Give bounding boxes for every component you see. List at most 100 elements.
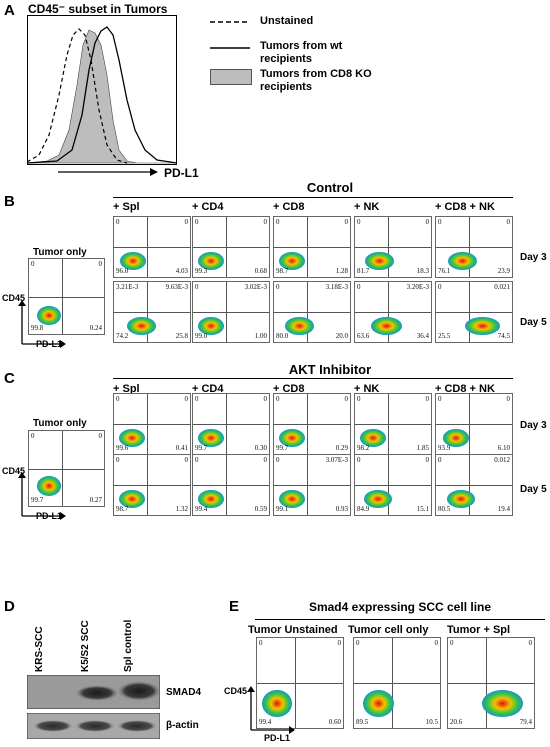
- lane-label-2: K5/S2 SCC: [80, 620, 91, 672]
- quadrant-value-ll: 99.0: [195, 332, 208, 340]
- quadrant-value-lr: 19.4: [497, 505, 510, 513]
- band-label-beta-actin: β-actin: [166, 720, 199, 731]
- quadrant-value-ll: 63.6: [357, 332, 370, 340]
- quadrant-value-ll: 96.0: [116, 267, 129, 275]
- quadrant-value-ll: 98.7: [276, 267, 289, 275]
- panel-b-ylabel: CD45: [2, 293, 26, 303]
- panel-c-plot: 0 0 99.6 0.41: [113, 393, 191, 455]
- panel-b-plot: 0 3.18E-3 80.0 20.0: [273, 281, 351, 343]
- panel-b-plot: 3.21E-3 9.63E-3 74.2 25.8: [113, 281, 191, 343]
- quadrant-value-ur: 0: [434, 639, 439, 647]
- quadrant-value-lr: 0.41: [175, 444, 188, 452]
- panel-b-section-title: Control: [306, 180, 354, 195]
- quadrant-value-ll: 84.9: [357, 505, 370, 513]
- quadrant-value-ur: 0: [263, 218, 268, 226]
- legend-swatch-unstained: [210, 21, 250, 23]
- histogram-plot: [27, 15, 177, 165]
- quadrant-value-ul: 0: [195, 395, 199, 403]
- histogram-cd8ko: [27, 29, 177, 164]
- quadrant-value-ur: 0: [425, 456, 430, 464]
- cell-population: [197, 428, 224, 447]
- quadrant-value-lr: 15.1: [416, 505, 429, 513]
- cell-population: [448, 251, 478, 270]
- panel-e-section-title: Smad4 expressing SCC cell line: [308, 600, 492, 614]
- panel-e-label: E: [229, 598, 240, 615]
- quadrant-value-ll: 98.2: [357, 444, 370, 452]
- lane-label-3: Spl control: [123, 619, 134, 672]
- panel-b-tumor-only-plot: 0 0 99.8 0.24: [28, 258, 105, 335]
- cell-population: [364, 489, 393, 508]
- quadrant-value-ul: 0: [276, 283, 280, 291]
- quadrant-value-ul: 0: [438, 456, 442, 464]
- quadrant-value-ul: 0: [259, 639, 263, 647]
- panel-b-column-header: + CD8 + NK: [435, 201, 495, 213]
- quadrant-value-ur: 0: [184, 395, 189, 403]
- cell-population: [197, 251, 224, 270]
- panel-e-axis-arrows: [247, 686, 295, 734]
- histogram-wt: [27, 26, 177, 164]
- panel-c-tumor-only-title: Tumor only: [33, 418, 87, 429]
- quadrant-value-ll: 89.5: [356, 718, 369, 726]
- panel-b-plot: 0 0.021 25.5 74.5: [435, 281, 513, 343]
- panel-b-plot: 0 3.20E-3 63.6 36.4: [354, 281, 432, 343]
- quadrant-value-lr: 20.0: [335, 332, 348, 340]
- quadrant-value-ur: 3.20E-3: [406, 283, 429, 291]
- panel-c-xlabel: PD-L1: [36, 511, 63, 521]
- quadrant-value-ll: 25.5: [438, 332, 451, 340]
- cell-population: [197, 489, 224, 508]
- quadrant-value-ul: 0: [116, 218, 120, 226]
- quadrant-value-ll: 80.0: [276, 332, 289, 340]
- panel-b-column-header: + CD8: [273, 201, 305, 213]
- quadrant-value-lr: 0.68: [254, 267, 267, 275]
- quadrant-value-ll: 99.3: [195, 267, 208, 275]
- panel-c-plot: 0 0 99.7 0.29: [273, 393, 351, 455]
- cell-population: [365, 251, 394, 270]
- quadrant-value-ll: 74.2: [116, 332, 129, 340]
- cell-population: [278, 251, 305, 270]
- panel-b-column-header: + Spl: [113, 201, 140, 213]
- quadrant-value-ur: 0: [184, 456, 189, 464]
- panel-b-day5: Day 5: [520, 317, 547, 328]
- quadrant-value-ll: 99.1: [276, 505, 289, 513]
- legend-swatch-cd8ko: [210, 69, 252, 85]
- quadrant-value-ll: 93.9: [438, 444, 451, 452]
- cell-population: [442, 428, 470, 447]
- legend-wt: Tumors from wt recipients: [260, 40, 343, 65]
- panel-b-xlabel: PD-L1: [36, 339, 63, 349]
- quadrant-value-ur: 9.63E-3: [165, 283, 188, 291]
- quadrant-value-lr: 25.8: [175, 332, 188, 340]
- quadrant-value-ll: 99.7: [276, 444, 289, 452]
- quadrant-value-ur: 0: [506, 395, 511, 403]
- quadrant-value-ul: 0: [116, 395, 120, 403]
- quadrant-value-ul: 0: [195, 218, 199, 226]
- panel-c-plot: 0 0 99.7 0.30: [192, 393, 270, 455]
- blot-smad4: [27, 675, 160, 709]
- quadrant-value-ur: 0.021: [494, 283, 510, 291]
- quadrant-value-ul: 0: [357, 456, 361, 464]
- quadrant-value-ul: 3.21E-3: [116, 283, 139, 291]
- panel-c-plot: 0 0 98.7 1.32: [113, 454, 191, 516]
- quadrant-value-ur: 0: [344, 395, 349, 403]
- panel-c-plot: 0 3.07E-3 99.1 0.93: [273, 454, 351, 516]
- legend-unstained: Unstained: [260, 15, 314, 27]
- panel-c-column-header: + CD4: [192, 383, 224, 395]
- panel-b-header-line: [113, 197, 513, 198]
- panel-e-header-line: [255, 619, 545, 620]
- quadrant-value-ur: 0.012: [494, 456, 510, 464]
- quadrant-value-ur: 3.18E-3: [325, 283, 348, 291]
- panel-c-day5: Day 5: [520, 484, 547, 495]
- quadrant-value-ll: 20.6: [450, 718, 463, 726]
- quadrant-value-lr: 23.9: [497, 267, 510, 275]
- quadrant-value-ul: 0: [450, 639, 454, 647]
- quadrant-value-ul: 0: [195, 283, 199, 291]
- panel-b-column-header: + CD4: [192, 201, 224, 213]
- panel-b-plot: 0 3.02E-3 99.0 1.00: [192, 281, 270, 343]
- cell-population: [482, 690, 524, 718]
- legend-cd8ko: Tumors from CD8 KO recipients: [260, 68, 372, 93]
- panel-b-plot: 0 0 81.7 18.3: [354, 216, 432, 278]
- panel-c-axis-arrows: [18, 472, 66, 520]
- quadrant-value-ul: 0: [357, 218, 361, 226]
- cell-population: [360, 428, 387, 447]
- cell-population: [278, 428, 305, 447]
- panel-d-label: D: [4, 598, 15, 615]
